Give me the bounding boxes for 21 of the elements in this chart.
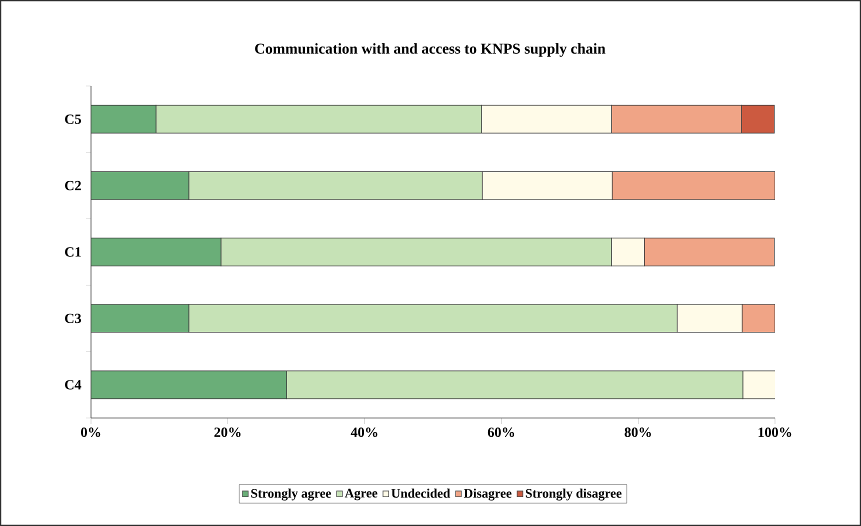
bar <box>612 171 776 200</box>
x-tick-label: 80% <box>624 428 651 438</box>
bar <box>611 104 742 134</box>
bar <box>742 304 776 333</box>
bar <box>644 238 775 266</box>
x-tick-label: 100% <box>758 428 792 438</box>
legend-label: Disagree <box>464 488 512 500</box>
y-tick-label: C1 <box>65 247 81 257</box>
legend-label: Strongly agree <box>251 488 331 500</box>
x-tick-label: 40% <box>350 428 378 438</box>
y-tick-label: C5 <box>65 114 81 124</box>
x-tick-label: 60% <box>488 428 514 438</box>
y-tick-label: C3 <box>65 314 81 324</box>
legend-label: Strongly disagree <box>526 488 622 500</box>
x-tick-label: 0% <box>81 428 100 438</box>
chart-title: Communication with and access to KNPS supply chain <box>255 43 606 57</box>
legend-label: Undecided <box>391 488 450 498</box>
y-tick-label: C4 <box>65 380 82 390</box>
legend-label: Agree <box>344 488 378 500</box>
x-tick-label: 20% <box>214 428 240 438</box>
y-tick-label: C2 <box>65 180 81 190</box>
